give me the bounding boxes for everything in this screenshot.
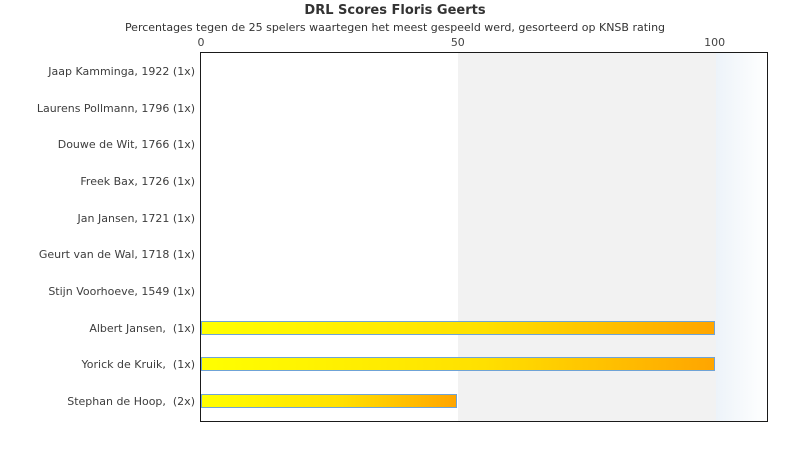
overflow-band	[715, 53, 767, 421]
y-axis-labels: Jaap Kamminga, 1922 (1x) Laurens Pollmann…	[0, 53, 195, 420]
chart-subtitle: Percentages tegen de 25 spelers waartege…	[124, 21, 666, 34]
x-axis: 0 50 100	[197, 36, 766, 50]
x-tick-label: 0	[197, 36, 205, 49]
plot-area	[200, 52, 768, 422]
category-label: Stephan de Hoop, (2x)	[67, 395, 195, 409]
category-label: Douwe de Wit, 1766 (1x)	[57, 138, 195, 152]
category-label: Albert Jansen, (1x)	[89, 321, 195, 335]
category-label: Yorick de Kruik, (1x)	[81, 358, 195, 372]
bar-7	[201, 320, 715, 335]
category-label: Freek Bax, 1726 (1x)	[80, 174, 195, 188]
category-label: Jan Jansen, 1721 (1x)	[77, 211, 195, 225]
x-tick-label: 100	[704, 36, 726, 49]
bar-9	[201, 394, 458, 409]
category-label: Geurt van de Wal, 1718 (1x)	[38, 248, 195, 262]
category-label: Laurens Pollmann, 1796 (1x)	[36, 101, 195, 115]
category-label: Jaap Kamminga, 1922 (1x)	[48, 64, 195, 78]
category-label: Stijn Voorhoeve, 1549 (1x)	[48, 285, 195, 299]
chart-title: DRL Scores Floris Geerts	[304, 3, 486, 18]
x-tick-label: 50	[450, 36, 465, 49]
bar-8	[201, 357, 715, 372]
